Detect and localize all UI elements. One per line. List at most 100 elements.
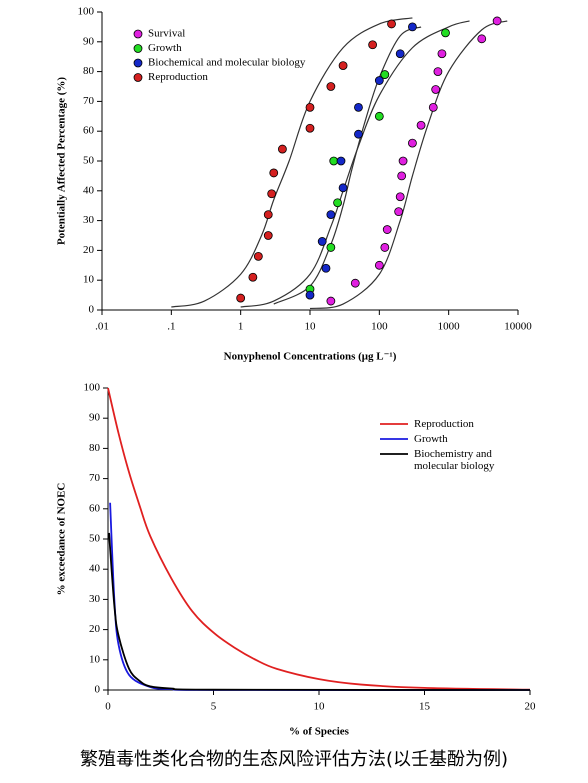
- legend-entry: Biochemistry and molecular biology: [414, 448, 495, 472]
- y-tick-label: 100: [78, 6, 95, 18]
- y-tick-label: 80: [83, 65, 95, 77]
- legend-entry: Growth: [414, 433, 448, 445]
- point: [336, 156, 346, 166]
- chart: 0 10 20 30 40 50 60 70 80 90 100 0 5 10 15 20 % of Speci…: [56, 382, 536, 738]
- x-tick-label: 10: [314, 701, 326, 713]
- y-tick-label: 60: [89, 502, 101, 514]
- point: [428, 102, 438, 112]
- series-line: [107, 387, 531, 691]
- x-tick-label: 5: [211, 701, 217, 713]
- fit-curve: [240, 20, 470, 308]
- point: [317, 237, 327, 246]
- point: [354, 129, 363, 139]
- point: [333, 198, 342, 208]
- y-tick-label: 80: [89, 442, 101, 454]
- point: [236, 293, 246, 303]
- y-tick-label: 40: [83, 184, 95, 196]
- series-line: [109, 502, 531, 691]
- point: [374, 260, 384, 270]
- legend-label: Growth: [148, 42, 182, 54]
- point: [492, 16, 502, 26]
- point: [267, 189, 277, 199]
- point: [263, 231, 273, 240]
- point: [326, 82, 336, 91]
- x-tick-label: 15: [419, 701, 431, 713]
- legend-label: Reproduction: [148, 71, 208, 83]
- y-tick-label: 70: [89, 472, 101, 484]
- y-tick-label: 20: [89, 623, 101, 635]
- point: [395, 49, 405, 59]
- legend-marker: [133, 73, 143, 82]
- point: [408, 22, 417, 32]
- y-tick-label: 40: [89, 563, 101, 575]
- caption: 繁殖毒性类化合物的生态风险评估方法(以壬基酚为例): [80, 748, 508, 770]
- point: [416, 120, 426, 130]
- point: [433, 67, 443, 76]
- x-tick-label: .01: [95, 321, 109, 333]
- point: [321, 263, 331, 273]
- point: [387, 19, 396, 29]
- point: [253, 251, 263, 261]
- y-axis-title: % exceedance of NOEC: [56, 483, 68, 596]
- y-tick-label: 10: [89, 653, 101, 665]
- point: [437, 49, 447, 59]
- y-tick-label: 90: [83, 35, 95, 47]
- point: [338, 61, 348, 71]
- point: [380, 243, 390, 252]
- y-tick-label: 90: [89, 412, 101, 424]
- point: [248, 272, 258, 282]
- x-axis-title: % of Species: [289, 726, 350, 738]
- point: [431, 85, 441, 94]
- legend-label: Reproduction: [414, 418, 474, 430]
- point: [477, 34, 487, 44]
- x-tick-label: 1: [238, 321, 244, 333]
- point: [394, 207, 404, 217]
- point: [329, 156, 339, 166]
- point: [326, 296, 336, 306]
- x-tick-label: 0: [105, 701, 111, 713]
- x-axis-title: Nonyphenol Concentrations (μg L⁻¹): [224, 351, 397, 363]
- y-tick-label: 0: [95, 684, 101, 696]
- y-tick-label: 60: [83, 125, 95, 137]
- x-tick-label: .1: [167, 321, 175, 333]
- y-tick-label: 0: [89, 304, 95, 316]
- y-tick-label: 50: [89, 533, 101, 545]
- legend-label: Survival: [148, 28, 185, 40]
- point: [305, 102, 315, 112]
- y-tick-label: 20: [83, 244, 95, 256]
- point: [374, 111, 384, 121]
- y-tick-label: 100: [84, 382, 101, 394]
- legend-label: Biochemical and molecular biology: [148, 57, 306, 69]
- y-tick-label: 70: [83, 95, 95, 107]
- point: [269, 168, 279, 178]
- point: [398, 156, 408, 166]
- point: [397, 171, 407, 181]
- y-tick-label: 10: [83, 274, 95, 286]
- legend-label: Growth: [414, 433, 448, 445]
- point: [441, 28, 450, 38]
- x-tick-label: 100: [371, 321, 388, 333]
- x-tick-label: 10000: [504, 321, 532, 333]
- point: [338, 183, 348, 193]
- point: [368, 40, 378, 50]
- point: [263, 210, 273, 220]
- y-tick-label: 30: [89, 593, 101, 605]
- point: [305, 123, 315, 133]
- legend-marker: [133, 44, 143, 53]
- point: [395, 192, 405, 202]
- fit-curve: [273, 26, 422, 305]
- legend-label: Biochemistry and molecular biology: [414, 448, 495, 472]
- point: [326, 243, 336, 252]
- x-tick-label: 10: [305, 321, 317, 333]
- point: [278, 144, 287, 154]
- fit-curve: [171, 17, 413, 308]
- point: [380, 70, 390, 79]
- series-line: [108, 532, 531, 691]
- point: [350, 278, 360, 288]
- point: [374, 76, 384, 85]
- point: [382, 225, 392, 234]
- point: [326, 210, 336, 220]
- x-tick-label: 20: [525, 701, 537, 713]
- chart: 0 10 20 30 40 50 60 70 80 90 100 .01 .1 1 10 100 1000 100…: [56, 6, 533, 363]
